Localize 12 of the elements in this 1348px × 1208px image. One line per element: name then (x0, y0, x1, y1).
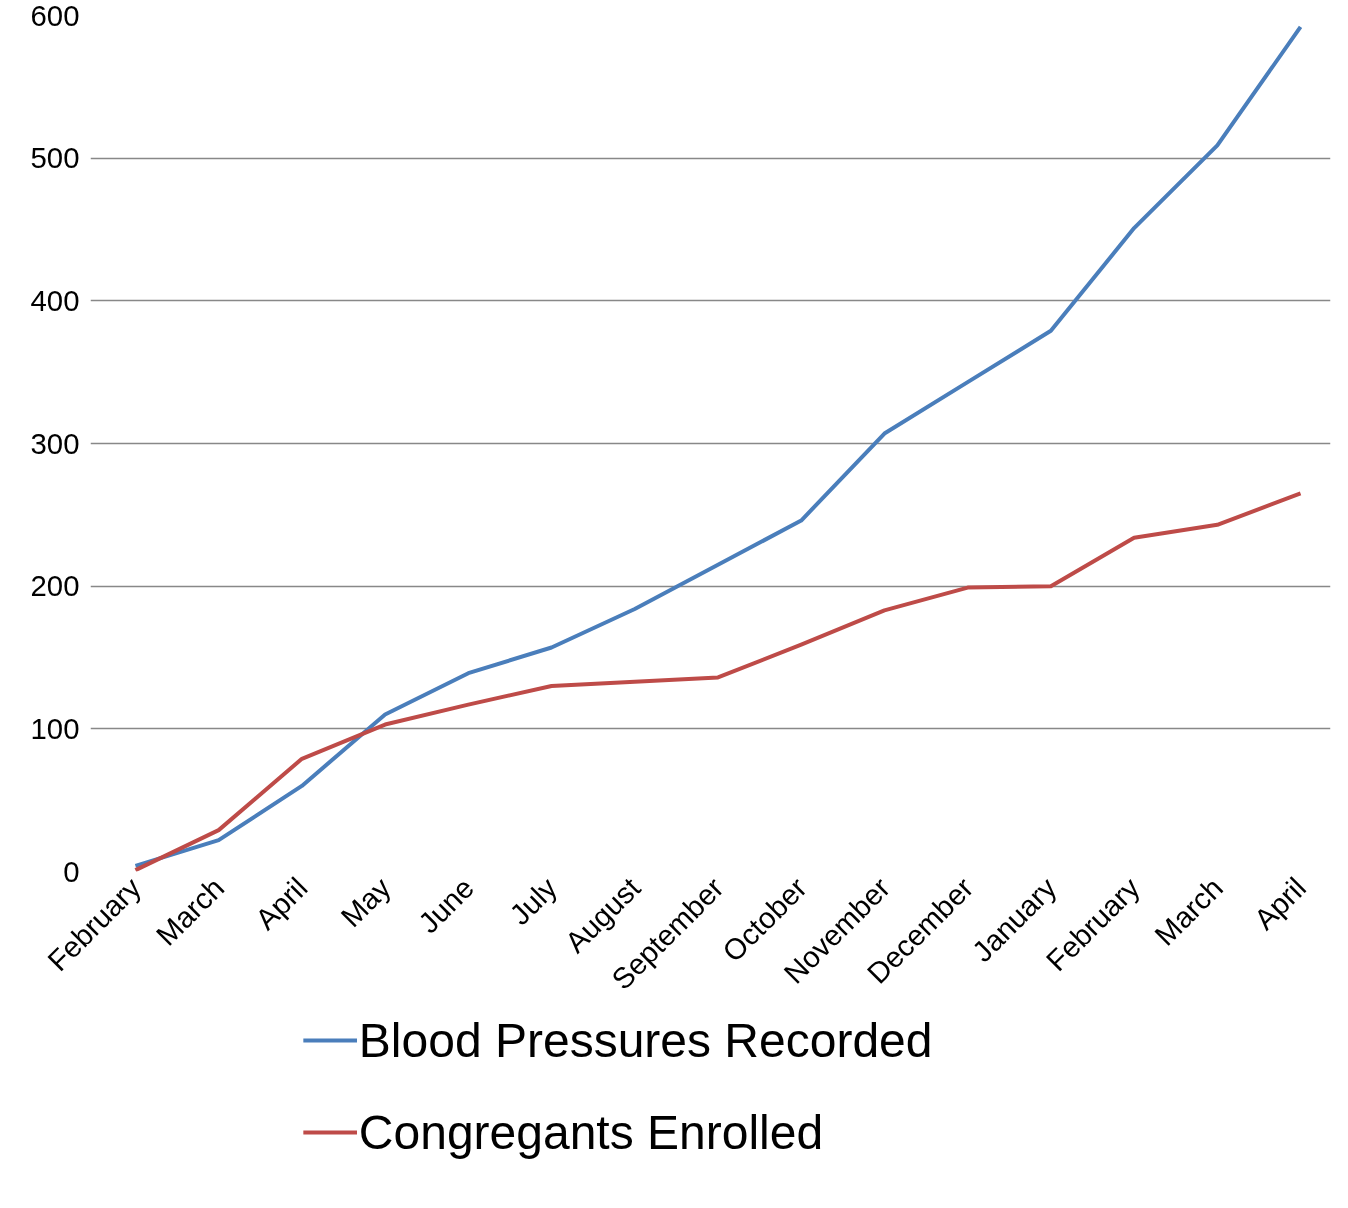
x-tick-label: May (334, 870, 398, 934)
x-tick-label: July (503, 870, 564, 932)
y-tick-label: 600 (30, 0, 80, 32)
y-tick-label: 200 (30, 569, 80, 603)
line-series (133, 491, 1303, 872)
line-series (133, 24, 1303, 868)
y-tick-label: 300 (30, 426, 80, 460)
y-tick-label: 100 (30, 711, 80, 745)
legend-label: Congregants Enrolled (358, 1106, 824, 1159)
y-tick-label: 400 (30, 283, 80, 317)
y-tick-label: 500 (30, 141, 80, 175)
legend-label: Blood Pressures Recorded (358, 1014, 933, 1067)
